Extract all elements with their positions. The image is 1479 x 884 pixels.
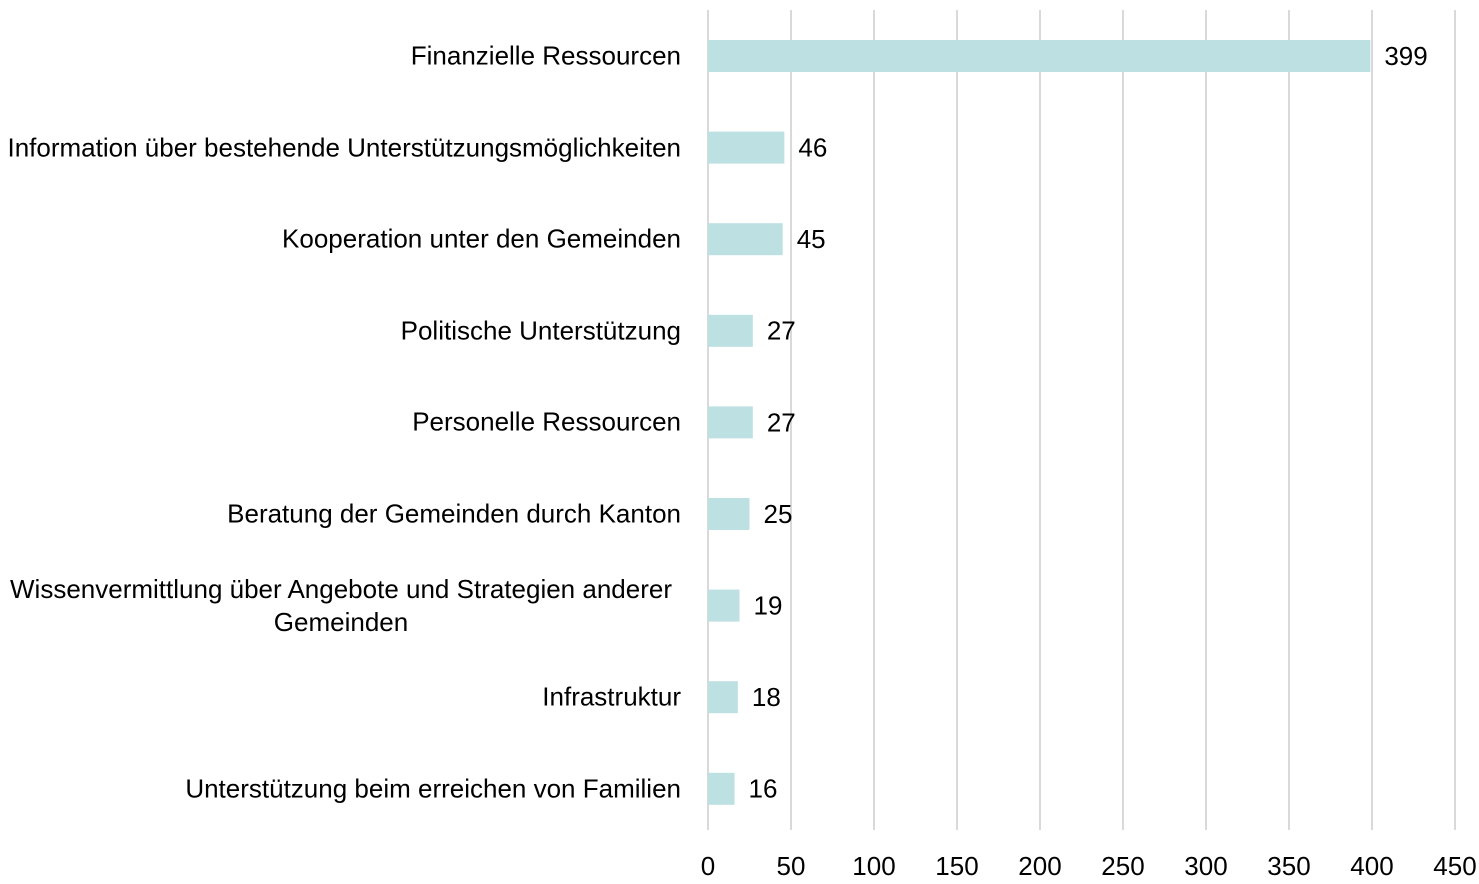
value-label: 19 [754,590,783,620]
category-label-box: Wissenvermittlung über Angebote und Stra… [1,573,681,639]
bar [708,589,740,622]
y-tick-label: Beratung der Gemeinden durch Kanton [227,498,681,529]
y-tick-label: Information über bestehende Unterstützun… [7,132,681,163]
category-label-box: Finanzielle Ressourcen [1,40,681,73]
x-tick-label: 400 [1350,851,1393,881]
x-tick-label: 0 [701,851,715,881]
x-tick-label: 100 [852,851,895,881]
bar [708,772,735,805]
y-tick-label: Personelle Ressourcen [412,406,681,437]
x-tick-label: 450 [1433,851,1476,881]
category-label-box: Information über bestehende Unterstützun… [1,131,681,164]
y-tick-label: Politische Unterstützung [400,315,681,346]
x-tick-label: 350 [1267,851,1310,881]
bar [708,223,783,256]
bar [708,131,785,164]
y-tick-label: Wissenvermittlung über Angebote und Stra… [10,573,672,637]
bar [708,314,753,347]
y-tick-label: Infrastruktur [542,681,681,712]
bar [708,406,753,439]
bar [708,40,1371,72]
bar [708,498,750,530]
category-label-box: Kooperation unter den Gemeinden [1,223,681,256]
value-label: 16 [749,774,778,804]
value-label: 18 [752,682,781,712]
category-label-box: Politische Unterstützung [1,314,681,347]
y-tick-label: Finanzielle Ressourcen [410,40,681,71]
value-label: 399 [1384,41,1427,71]
value-label: 46 [798,132,827,162]
category-label-box: Beratung der Gemeinden durch Kanton [1,498,681,531]
x-tick-label: 50 [777,851,806,881]
y-tick-label: Kooperation unter den Gemeinden [282,223,681,254]
value-label: 27 [767,316,796,346]
category-label-box: Unterstützung beim erreichen von Familie… [1,772,681,805]
x-tick-label: 200 [1018,851,1061,881]
x-tick-label: 300 [1184,851,1227,881]
category-label-box: Personelle Ressourcen [1,406,681,439]
bar [708,681,738,714]
value-label: 25 [764,499,793,529]
value-label: 45 [797,224,826,254]
y-tick-label: Unterstützung beim erreichen von Familie… [185,773,681,804]
x-tick-label: 250 [1101,851,1144,881]
category-label-box: Infrastruktur [1,681,681,714]
x-tick-label: 150 [935,851,978,881]
value-label: 27 [767,407,796,437]
